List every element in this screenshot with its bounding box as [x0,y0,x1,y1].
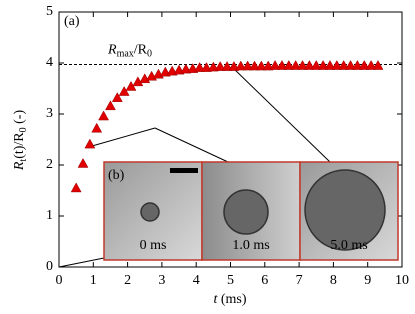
y-tick-label: 4 [46,55,53,70]
data-point [98,110,110,121]
data-point [207,61,219,72]
reference-label-part: /R [134,43,148,58]
x-tick-label: 3 [158,273,165,288]
data-point [214,61,226,71]
data-point [276,60,288,70]
reference-label-part: R [107,43,117,58]
inset-label: (b) [108,168,125,183]
data-point [338,60,350,70]
data-point [255,60,267,71]
data-point [331,60,343,70]
x-axis-label: t (ms) [213,292,246,307]
connector [58,257,105,268]
data-point [91,122,103,133]
data-point [235,60,247,71]
data-point [297,60,308,70]
data-point [221,61,233,71]
data-point [283,60,295,70]
data-point [118,86,130,96]
data-point [358,60,370,70]
y-tick-label: 5 [46,4,53,19]
x-axis-label-part: t [213,292,218,307]
data-point [70,182,82,193]
x-tick-label: 0 [56,273,63,288]
reference-label-part: 0 [147,49,152,60]
reference-label: Rmax/R0 [107,43,152,60]
x-tick-label: 9 [364,273,371,288]
data-point [345,60,356,70]
y-axis-label-part: (t)/R [12,132,27,159]
data-point [262,60,274,71]
data-point [303,60,315,70]
data-point [111,92,123,102]
inset-caption: 0 ms [140,238,167,253]
data-point [290,60,302,70]
data-point [365,60,377,70]
y-tick-label: 0 [46,259,53,274]
y-axis-label: Rt(t)/R0 (-) [12,110,29,172]
data-point [180,63,192,74]
x-tick-label: 5 [227,273,234,288]
y-tick-label: 3 [46,106,53,121]
data-point [324,60,336,70]
droplet [223,189,269,235]
x-axis-label-part: (ms) [217,292,247,307]
y-axis-label-part: 0 [18,127,29,132]
data-point [105,100,116,111]
x-tick-label: 1 [90,273,97,288]
inset-caption: 5.0 ms [330,238,367,253]
y-axis-label-part: (-) [12,110,27,128]
y-axis-label-part: t [18,159,29,162]
data-point [194,62,206,72]
x-tick-label: 10 [395,273,409,288]
connector [231,66,331,163]
data-point [77,157,89,168]
x-tick-label: 7 [296,273,303,288]
plot-frame [58,11,403,268]
data-point [372,60,384,70]
x-tick-label: 8 [330,273,337,288]
data-point [228,61,240,71]
scale-bar [170,168,198,173]
droplet [140,202,160,222]
droplet [304,169,386,251]
data-point [139,73,151,84]
y-axis-label-part: R [12,161,27,171]
data-point [242,60,254,71]
x-tick-label: 4 [193,273,200,288]
y-tick-label: 2 [46,157,53,172]
x-tick-label: 2 [124,273,131,288]
x-tick-label: 6 [261,273,268,288]
connector [154,127,229,163]
data-point [317,60,329,70]
data-point [249,60,260,71]
data-point [269,60,281,70]
y-tick-label: 1 [46,208,53,223]
panel-label: (a) [64,14,80,29]
connector [91,127,156,147]
inset-caption: 1.0 ms [232,238,269,253]
data-point [351,60,363,70]
data-point [310,60,322,70]
data-point [84,138,96,149]
data-point [201,62,212,72]
reference-label-part: max [117,49,134,60]
